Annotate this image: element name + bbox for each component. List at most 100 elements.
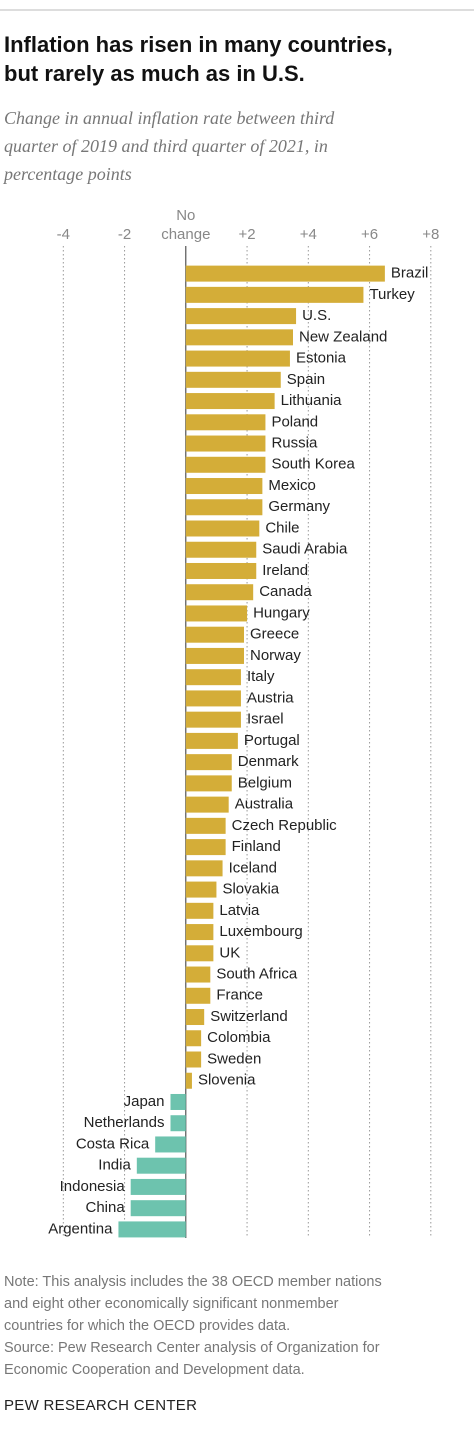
category-label: Estonia	[296, 350, 347, 367]
x-tick-label: +2	[239, 226, 256, 243]
category-label: Denmark	[238, 753, 299, 770]
bar	[185, 966, 211, 983]
bar	[185, 605, 248, 622]
bar	[185, 690, 241, 707]
bar	[130, 1178, 186, 1195]
category-label: Mexico	[268, 477, 316, 494]
bar	[185, 647, 244, 664]
x-tick-label: +6	[361, 226, 378, 243]
category-label: Chile	[265, 519, 299, 536]
category-label: Switzerland	[210, 1008, 288, 1025]
note: countries for which the OECD provides da…	[4, 1318, 290, 1334]
category-label: Slovakia	[222, 881, 279, 898]
bar	[185, 1072, 192, 1089]
bar	[185, 817, 226, 834]
bar	[185, 839, 226, 856]
category-label: Japan	[124, 1093, 165, 1110]
bar	[185, 669, 241, 686]
bar	[136, 1157, 186, 1174]
bar	[185, 732, 238, 749]
category-label: France	[216, 987, 263, 1004]
x-tick-label: -2	[118, 226, 131, 243]
bar	[185, 711, 241, 728]
category-label: Argentina	[48, 1220, 113, 1237]
bar	[185, 520, 260, 537]
subtitle: quarter of 2019 and third quarter of 202…	[4, 136, 328, 156]
category-label: Poland	[271, 413, 318, 430]
bar	[185, 562, 257, 579]
bar	[185, 584, 254, 601]
bar	[185, 1051, 202, 1068]
category-label: Canada	[259, 583, 312, 600]
category-label: South Korea	[271, 456, 355, 473]
category-label: Russia	[271, 435, 318, 452]
bar	[185, 902, 214, 919]
category-label: Luxembourg	[219, 923, 302, 940]
x-tick-label: No change	[161, 207, 210, 243]
category-label: Spain	[287, 371, 325, 388]
note: and eight other economically significant…	[4, 1296, 339, 1312]
note: Source: Pew Research Center analysis of …	[4, 1340, 380, 1356]
bar	[185, 286, 364, 303]
category-label: Saudi Arabia	[262, 541, 348, 558]
bar	[170, 1093, 186, 1110]
category-label: Brazil	[391, 265, 429, 282]
bar	[185, 796, 229, 813]
bar	[130, 1200, 186, 1217]
bar	[185, 393, 275, 410]
bar	[185, 371, 281, 388]
category-label: Australia	[235, 796, 294, 813]
x-tick-label: -4	[57, 226, 70, 243]
bar	[185, 987, 211, 1004]
category-label: Slovenia	[198, 1072, 256, 1089]
category-label: Colombia	[207, 1029, 271, 1046]
bar	[185, 754, 232, 771]
category-label: Finland	[232, 838, 281, 855]
category-label: India	[98, 1157, 131, 1174]
note: Economic Cooperation and Development dat…	[4, 1362, 305, 1378]
category-label: Israel	[247, 711, 284, 728]
category-label: Belgium	[238, 774, 292, 791]
category-label: Costa Rica	[76, 1135, 150, 1152]
bar	[185, 456, 266, 473]
category-label: Ireland	[262, 562, 308, 579]
bar	[185, 414, 266, 431]
bar	[170, 1115, 186, 1132]
category-label: Lithuania	[281, 392, 343, 409]
x-tick-label: +8	[422, 226, 439, 243]
bar	[185, 350, 290, 367]
category-label: Norway	[250, 647, 301, 664]
x-tick-label: +4	[300, 226, 317, 243]
category-label: China	[85, 1199, 125, 1216]
bar	[185, 308, 297, 325]
category-label: Portugal	[244, 732, 300, 749]
category-label: Hungary	[253, 604, 310, 621]
category-label: Indonesia	[60, 1178, 126, 1195]
category-label: Iceland	[229, 859, 277, 876]
bar	[185, 478, 263, 495]
category-label: U.S.	[302, 307, 331, 324]
bar	[185, 924, 214, 941]
category-label: UK	[219, 944, 240, 961]
bar	[185, 1009, 205, 1026]
category-label: New Zealand	[299, 328, 387, 345]
bar	[185, 945, 214, 962]
chart-title: Inflation has risen in many countries,	[4, 32, 393, 57]
bar	[185, 499, 263, 516]
category-label: Greece	[250, 626, 299, 643]
bar	[185, 775, 232, 792]
category-label: South Africa	[216, 966, 298, 983]
category-label: Sweden	[207, 1050, 261, 1067]
category-label: Germany	[268, 498, 330, 515]
category-label: Turkey	[369, 286, 415, 303]
bar	[185, 626, 244, 643]
category-label: Netherlands	[84, 1114, 165, 1131]
note: Note: This analysis includes the 38 OECD…	[4, 1274, 382, 1290]
chart-title: but rarely as much as in U.S.	[4, 61, 305, 86]
category-label: Austria	[247, 689, 294, 706]
bar	[185, 860, 223, 877]
bar	[118, 1221, 186, 1238]
bar	[155, 1136, 186, 1153]
brand: PEW RESEARCH CENTER	[4, 1397, 197, 1414]
